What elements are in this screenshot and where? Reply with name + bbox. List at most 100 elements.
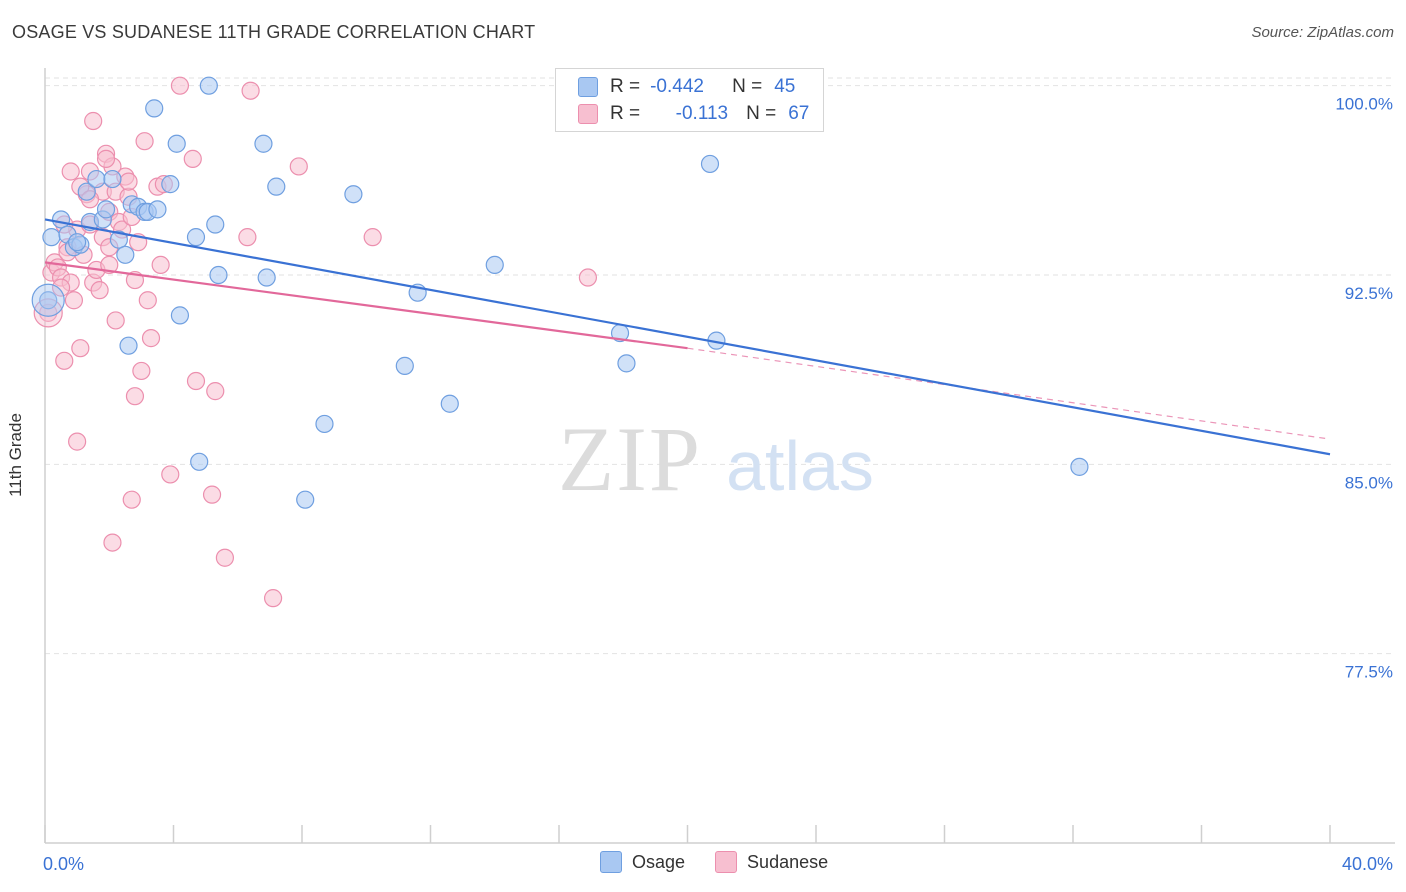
sudanese-point	[103, 533, 122, 552]
sudanese-point	[215, 548, 234, 567]
sudanese-point	[151, 255, 170, 275]
osage-point	[103, 169, 122, 189]
sudanese-point	[578, 268, 598, 287]
legend-n-value: 45	[774, 76, 796, 97]
sudanese-point	[135, 132, 154, 151]
osage-point	[161, 175, 180, 194]
sudanese-point	[55, 351, 74, 370]
osage-point	[617, 354, 636, 373]
legend-item-sudanese: Sudanese	[715, 851, 828, 873]
osage-trend-line	[44, 218, 1331, 456]
chart-title: OSAGE VS SUDANESE 11TH GRADE CORRELATION…	[12, 22, 536, 42]
osage-point-large	[31, 283, 65, 317]
tick-labels: 100.0% 92.5% 85.0% 77.5% 0.0% 40.0%	[43, 95, 1393, 874]
osage-point	[257, 268, 276, 287]
osage-point	[96, 200, 116, 219]
osage-point	[116, 245, 135, 264]
sudanese-point	[183, 149, 202, 168]
osage-point	[485, 255, 504, 275]
legend-r-value: -0.442	[650, 76, 704, 97]
sudanese-swatch	[578, 104, 598, 124]
osage-point	[170, 306, 190, 325]
source-label: Source: ZipAtlas.com	[1251, 24, 1394, 41]
osage-point	[68, 233, 87, 252]
legend-n-label: N =	[732, 76, 763, 97]
watermark: ZIP atlas	[558, 408, 874, 510]
grid-lines	[45, 77, 1395, 655]
sudanese-point	[170, 76, 190, 95]
osage-point	[39, 291, 58, 310]
legend-row-osage: R = -0.442 N = 45	[578, 74, 795, 100]
sudanese-point	[64, 291, 84, 310]
sudanese-points	[33, 76, 598, 608]
series-legend: Osage Sudanese	[600, 851, 858, 873]
sudanese-point	[51, 278, 71, 297]
trend-lines	[44, 218, 1331, 456]
y-tick-label: 77.5%	[1345, 663, 1393, 682]
sudanese-trend-extension	[687, 347, 1331, 440]
osage-point	[206, 215, 225, 234]
sudanese-point	[141, 329, 161, 348]
sudanese-point	[161, 465, 180, 484]
sudanese-point	[106, 311, 125, 330]
osage-point	[296, 490, 315, 509]
osage-point	[395, 356, 414, 375]
y-axis-label: 11th Grade	[6, 413, 25, 497]
x-tick-label-max: 40.0%	[1342, 854, 1393, 874]
osage-point	[1070, 457, 1089, 476]
sudanese-point	[263, 589, 283, 608]
axes	[44, 68, 1395, 844]
osage-point	[209, 265, 228, 285]
x-tick-label-min: 0.0%	[43, 854, 84, 874]
legend-n-value: 67	[788, 103, 810, 124]
sudanese-legend-label: Sudanese	[747, 851, 829, 872]
sudanese-point	[119, 172, 138, 191]
sudanese-point	[186, 371, 206, 391]
y-tick-label: 100.0%	[1335, 95, 1393, 114]
osage-point	[109, 230, 128, 249]
osage-legend-label: Osage	[632, 851, 686, 872]
osage-point	[700, 154, 720, 174]
sudanese-point	[96, 149, 116, 168]
osage-point	[186, 228, 206, 247]
correlation-legend: R = -0.442 N = 45 R = -0.113 N = 67	[555, 68, 824, 132]
sudanese-point	[206, 382, 225, 401]
sudanese-point	[125, 387, 145, 406]
legend-row-sudanese: R = -0.113 N = 67	[578, 101, 809, 127]
sudanese-point	[138, 291, 157, 310]
watermark-zip: ZIP	[558, 408, 702, 510]
osage-point	[87, 169, 106, 189]
sudanese-trend-line	[44, 261, 688, 350]
legend-r-label: R =	[610, 76, 641, 97]
osage-point	[254, 134, 273, 153]
sudanese-point	[238, 228, 257, 247]
sudanese-point	[90, 281, 109, 300]
osage-point	[315, 414, 334, 434]
osage-point	[344, 185, 363, 204]
osage-legend-swatch	[600, 851, 622, 873]
legend-item-osage: Osage	[600, 851, 685, 873]
sudanese-point	[132, 361, 151, 381]
sudanese-point	[61, 162, 80, 181]
osage-point	[440, 394, 459, 413]
osage-point	[119, 336, 138, 355]
osage-point	[145, 99, 164, 118]
osage-points	[31, 76, 1089, 509]
legend-r-value: -0.113	[675, 103, 729, 124]
sudanese-legend-swatch	[715, 851, 738, 873]
sudanese-point	[289, 157, 308, 176]
legend-r-label: R =	[610, 103, 641, 124]
sudanese-point	[241, 81, 260, 100]
sudanese-point	[363, 228, 382, 247]
osage-point	[77, 182, 96, 201]
osage-point	[148, 200, 167, 219]
sudanese-point	[68, 432, 87, 451]
osage-point	[199, 76, 218, 95]
sudanese-point	[100, 255, 119, 275]
osage-point	[190, 452, 209, 471]
osage-point	[167, 134, 186, 153]
osage-point	[42, 228, 61, 247]
sudanese-point	[71, 339, 90, 358]
sudanese-point	[202, 485, 222, 504]
y-tick-label: 92.5%	[1345, 284, 1393, 303]
